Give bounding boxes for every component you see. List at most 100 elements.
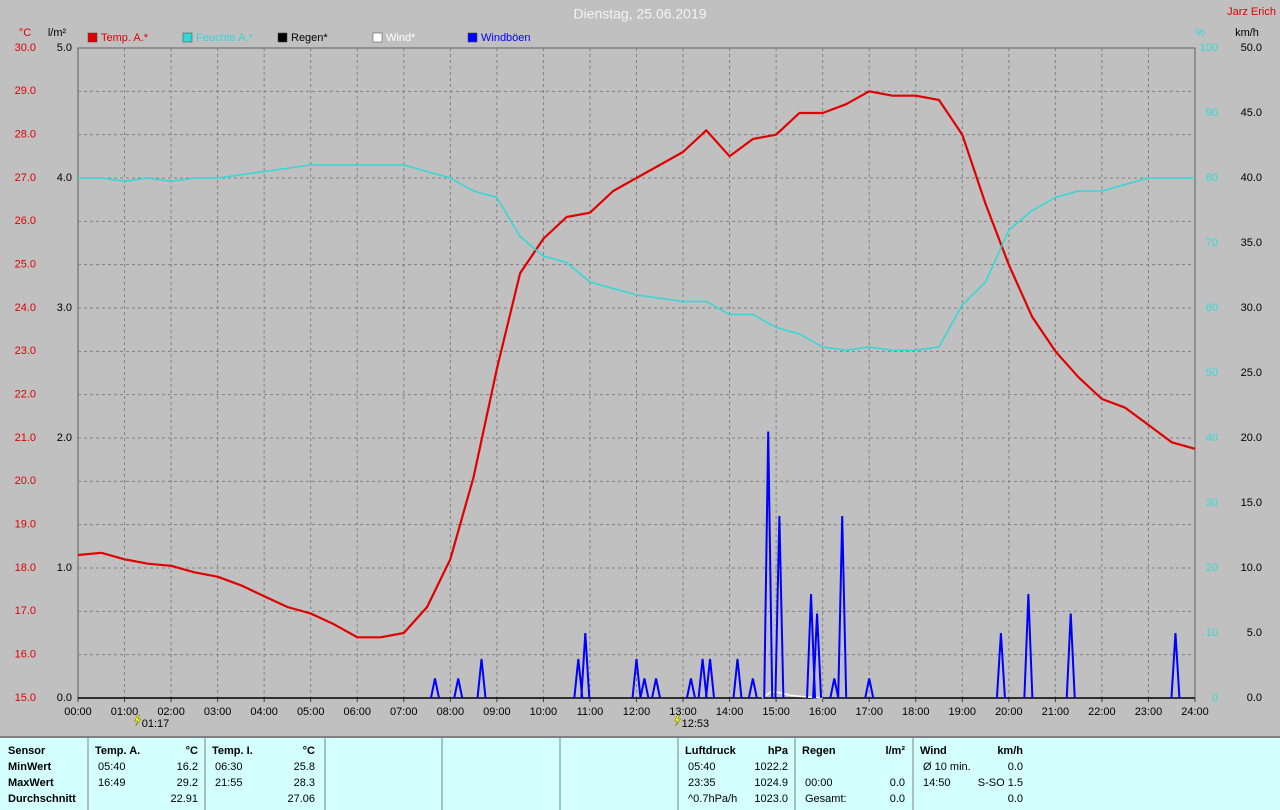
- y3-tick-label: 50: [1206, 367, 1218, 379]
- y-tick-label: 25.0: [15, 259, 36, 271]
- gust-spike: [806, 593, 817, 699]
- y-tick-label: 21.0: [15, 432, 36, 444]
- legend-label: Windböen: [481, 32, 531, 44]
- y4-tick-label: 45.0: [1241, 107, 1262, 119]
- column-title: Temp. A.: [95, 745, 140, 757]
- legend-swatch: [87, 32, 98, 43]
- y2-tick-label: 0.0: [57, 692, 72, 704]
- column-unit: °C: [186, 745, 198, 757]
- y4-axis-unit: km/h: [1235, 27, 1259, 39]
- column-unit: hPa: [768, 745, 789, 757]
- gust-spike: [864, 678, 875, 699]
- column-title: Wind: [920, 745, 947, 757]
- gust-spike: [651, 678, 662, 699]
- y2-tick-label: 2.0: [57, 432, 72, 444]
- column-unit: l/m²: [885, 745, 905, 757]
- x-tick-label: 13:00: [669, 706, 697, 718]
- row-label: Durchschnitt: [8, 793, 76, 805]
- y-tick-label: 16.0: [15, 649, 36, 661]
- y2-tick-label: 4.0: [57, 172, 72, 184]
- gust-spike: [631, 658, 642, 699]
- y3-tick-label: 80: [1206, 172, 1218, 184]
- x-tick-label: 24:00: [1181, 706, 1209, 718]
- y-tick-label: 15.0: [15, 692, 36, 704]
- annotation-label: 12:53: [682, 718, 710, 730]
- legend-label: Wind*: [386, 32, 416, 44]
- y-axis-unit: °C: [19, 27, 31, 39]
- series-line: [78, 164, 1195, 352]
- annotation-label: 01:17: [142, 718, 170, 730]
- y3-tick-label: 40: [1206, 432, 1218, 444]
- y-tick-label: 29.0: [15, 85, 36, 97]
- y-tick-label: 26.0: [15, 215, 36, 227]
- y-tick-label: 17.0: [15, 605, 36, 617]
- gust-spike: [1065, 613, 1076, 699]
- cell-value: S-SO 1.5: [978, 777, 1023, 789]
- cell-time: 21:55: [215, 777, 243, 789]
- cell-value: 1024.9: [754, 777, 788, 789]
- y4-tick-label: 20.0: [1241, 432, 1262, 444]
- gust-spike: [580, 632, 591, 699]
- lightning-icon: [674, 714, 682, 727]
- x-tick-label: 00:00: [64, 706, 92, 718]
- cell-value: 0.0: [890, 777, 905, 789]
- legend-swatch: [277, 32, 288, 43]
- cell-time: 14:50: [923, 777, 951, 789]
- x-tick-label: 22:00: [1088, 706, 1116, 718]
- row-label: MinWert: [8, 761, 52, 773]
- y2-tick-label: 1.0: [57, 562, 72, 574]
- y2-tick-label: 3.0: [57, 302, 72, 314]
- y-tick-label: 24.0: [15, 302, 36, 314]
- y-tick-label: 28.0: [15, 129, 36, 141]
- cell-time: 16:49: [98, 777, 126, 789]
- y3-tick-label: 100: [1200, 42, 1218, 54]
- cell-value: 16.2: [177, 761, 198, 773]
- column-unit: °C: [303, 745, 315, 757]
- y3-tick-label: 20: [1206, 562, 1218, 574]
- x-tick-label: 23:00: [1135, 706, 1163, 718]
- y3-tick-label: 70: [1206, 237, 1218, 249]
- y4-tick-label: 10.0: [1241, 562, 1262, 574]
- y4-tick-label: 15.0: [1241, 497, 1262, 509]
- y4-tick-label: 30.0: [1241, 302, 1262, 314]
- cell-time: ^0.7hPa/h: [688, 793, 737, 805]
- legend-swatch: [182, 32, 193, 43]
- y2-axis-unit: l/m²: [48, 27, 67, 39]
- y4-tick-label: 40.0: [1241, 172, 1262, 184]
- x-tick-label: 11:00: [577, 706, 604, 718]
- x-tick-label: 12:00: [623, 706, 651, 718]
- x-tick-label: 06:00: [343, 706, 371, 718]
- gust-spike: [705, 658, 716, 699]
- x-tick-label: 16:00: [809, 706, 837, 718]
- row-label: Sensor: [8, 745, 46, 757]
- y-tick-label: 20.0: [15, 475, 36, 487]
- row-label: MaxWert: [8, 777, 54, 789]
- cell-value: 1022.2: [754, 761, 788, 773]
- y4-tick-label: 0.0: [1247, 692, 1262, 704]
- x-tick-label: 19:00: [949, 706, 977, 718]
- cell-value: 27.06: [287, 793, 315, 805]
- gust-spike: [1023, 593, 1034, 699]
- column-title: Regen: [802, 745, 836, 757]
- y3-tick-label: 30: [1206, 497, 1218, 509]
- y-tick-label: 27.0: [15, 172, 36, 184]
- gust-spike: [429, 678, 440, 699]
- y3-tick-label: 90: [1206, 107, 1218, 119]
- gust-spike: [774, 515, 785, 699]
- gust-spike: [476, 658, 487, 699]
- cell-value: 0.0: [890, 793, 905, 805]
- cell-time: 05:40: [98, 761, 126, 773]
- cell-value: 25.8: [294, 761, 315, 773]
- cell-value: 1023.0: [754, 793, 788, 805]
- lightning-icon: [134, 714, 142, 727]
- y-tick-label: 22.0: [15, 389, 36, 401]
- y-tick-label: 30.0: [15, 42, 36, 54]
- gust-spike: [732, 658, 743, 699]
- gust-spike: [812, 613, 823, 699]
- gust-spike: [697, 658, 708, 699]
- legend-label: Regen*: [291, 32, 328, 44]
- cell-time: 00:00: [805, 777, 833, 789]
- gust-spike: [685, 678, 696, 699]
- cell-value: 0.0: [1008, 761, 1023, 773]
